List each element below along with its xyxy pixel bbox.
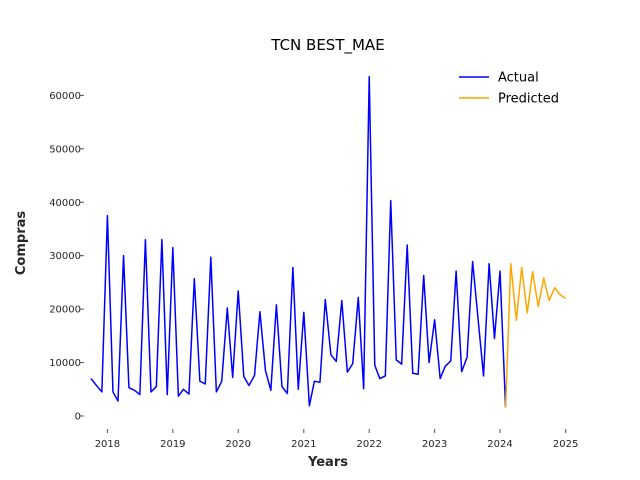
y-tick-label: 30000 [49,251,81,262]
y-tick-label: 0 [75,411,81,422]
series-line-predicted [504,262,567,408]
x-tick-label: 2021 [291,439,316,450]
x-tick-label: 2020 [225,439,250,450]
x-axis-ticks: 2018 2019 2020 2021 2022 2023 2024 2025 [95,429,578,450]
x-tick-label: 2025 [553,439,578,450]
y-axis-label: Compras [14,211,29,276]
y-tick-label: 60000 [49,91,81,102]
series-layer [90,75,567,408]
x-tick-label: 2019 [160,439,185,450]
chart-title: TCN BEST_MAE [270,36,384,55]
legend-label-actual: Actual [498,71,539,86]
x-tick-label: 2023 [422,439,447,450]
x-tick-label: 2022 [356,439,381,450]
y-tick-label: 40000 [49,198,81,209]
y-axis-ticks: 0 10000 20000 30000 40000 50000 60000 [49,91,84,422]
series-line-actual [90,75,507,408]
y-tick-label: 50000 [49,144,81,155]
legend: Actual Predicted [459,71,559,107]
x-tick-label: 2018 [95,439,120,450]
y-tick-label: 10000 [49,358,81,369]
y-tick-label: 20000 [49,305,81,316]
legend-label-predicted: Predicted [498,92,559,107]
x-tick-label: 2024 [487,439,512,450]
x-axis-label: Years [307,455,348,470]
